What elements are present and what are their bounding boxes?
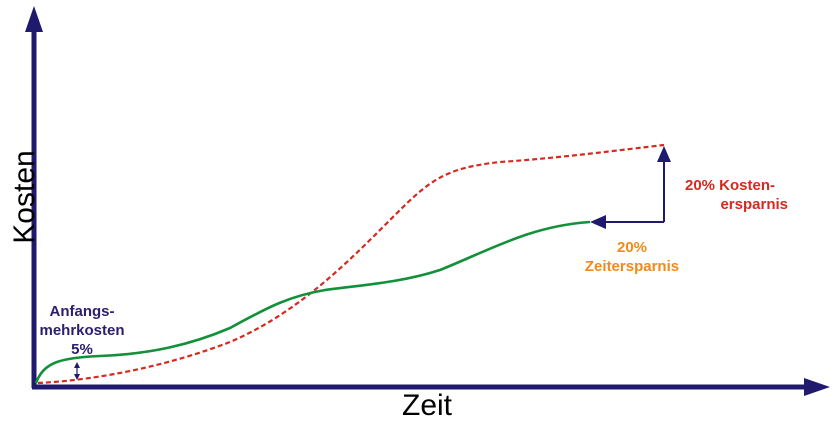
cost-saving-line2: ersparnis xyxy=(720,196,788,213)
dashed-cost-curve xyxy=(37,143,665,385)
solid-cost-curve xyxy=(34,220,591,384)
start-extra-cost-line1: Anfangs- xyxy=(49,303,115,320)
x-axis-title: Zeit xyxy=(402,389,453,422)
time-saving-line1: 20% xyxy=(616,239,648,256)
start-extra-cost-line2: mehrkosten xyxy=(39,322,125,339)
y-axis-title: Kosten xyxy=(8,150,41,244)
cost-saving-label: 20% Kosten- ersparnis xyxy=(668,176,792,214)
start-extra-cost-line3: 5% xyxy=(71,341,93,358)
time-saving-line2: Zeitersparnis xyxy=(584,258,680,275)
y-axis-arrowhead xyxy=(25,6,43,32)
cost-saving-arrowhead xyxy=(657,146,671,162)
x-axis-arrowhead xyxy=(804,378,830,396)
time-saving-arrowhead xyxy=(590,215,606,229)
time-saving-label: 20% Zeitersparnis xyxy=(560,238,704,276)
start-extra-cost-label: Anfangs- mehrkosten 5% xyxy=(30,302,134,359)
cost-saving-line1: 20% Kosten- xyxy=(684,177,776,194)
